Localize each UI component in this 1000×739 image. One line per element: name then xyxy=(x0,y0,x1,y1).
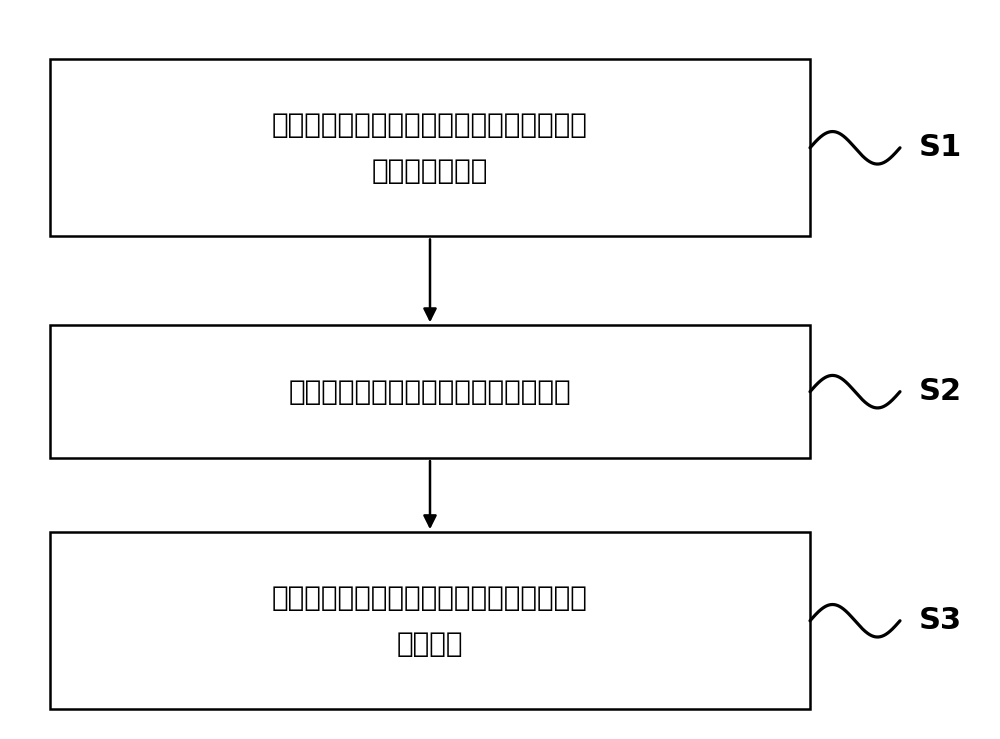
FancyBboxPatch shape xyxy=(50,532,810,709)
Text: S1: S1 xyxy=(918,133,962,163)
FancyBboxPatch shape xyxy=(50,59,810,236)
Text: 协调基坑支护与附近建筑物之间的安全: 协调基坑支护与附近建筑物之间的安全 xyxy=(289,378,571,406)
FancyBboxPatch shape xyxy=(50,325,810,458)
Text: 对支护结构设计进行验证，对基坑开挖和支
护结构进行指导: 对支护结构设计进行验证，对基坑开挖和支 护结构进行指导 xyxy=(272,111,588,185)
Text: S3: S3 xyxy=(918,606,962,636)
Text: S2: S2 xyxy=(918,377,962,406)
Text: 完善工程经验和设计，为未来相似工程提供
工程经验: 完善工程经验和设计，为未来相似工程提供 工程经验 xyxy=(272,584,588,658)
